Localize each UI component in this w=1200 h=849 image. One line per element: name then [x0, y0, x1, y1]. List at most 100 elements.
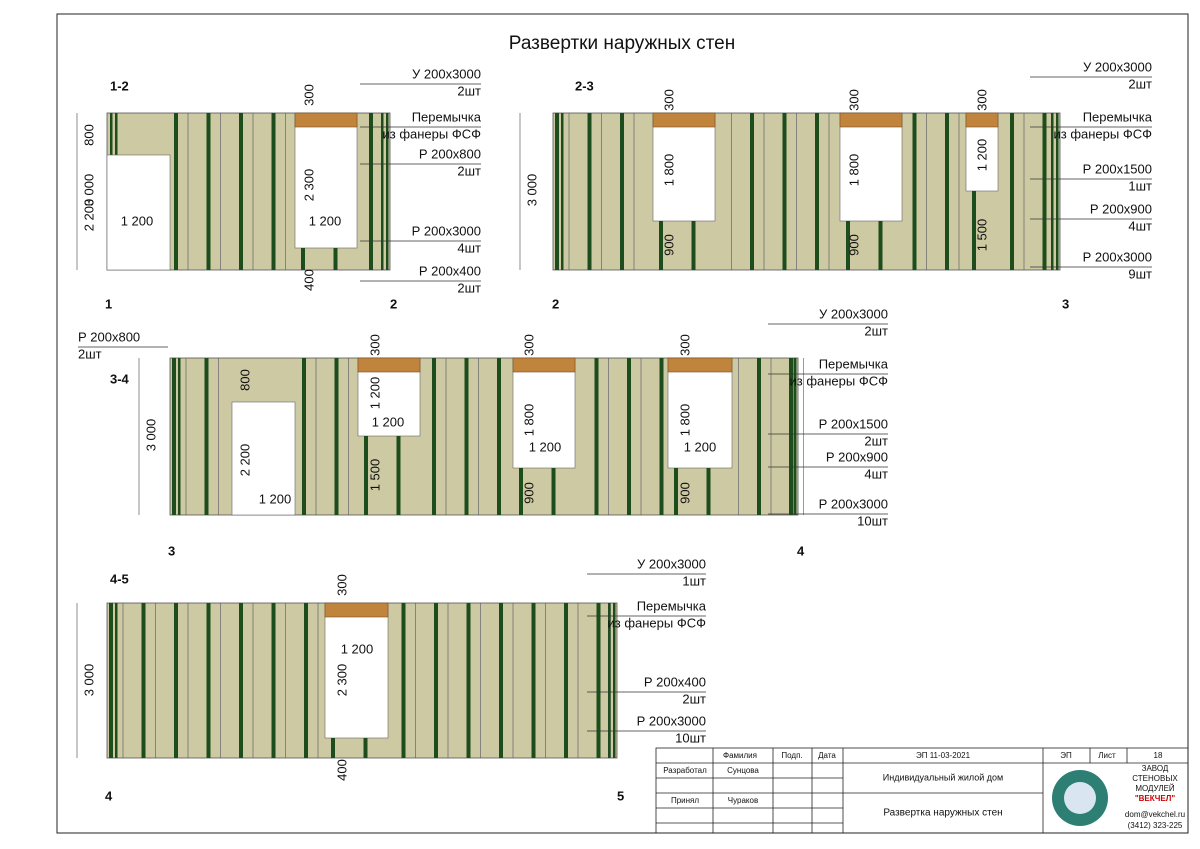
- frame: [56, 13, 1189, 834]
- wall: [106, 602, 618, 759]
- callout: 2шт: [457, 83, 481, 98]
- stud: [551, 468, 556, 515]
- callout: из фанеры ФСФ: [382, 126, 481, 141]
- dimension: 300: [661, 89, 676, 111]
- stud: [331, 738, 335, 758]
- stud: [334, 358, 339, 515]
- lintel: [357, 357, 421, 373]
- callout: Р 200х400: [419, 263, 481, 278]
- stamp-role: Разработал: [663, 766, 707, 775]
- stud: [301, 248, 305, 270]
- callout: 2шт: [457, 280, 481, 295]
- callout: У 200х3000: [637, 556, 706, 571]
- stud: [815, 113, 819, 270]
- callout: 10шт: [675, 730, 706, 745]
- callout: 2шт: [864, 433, 888, 448]
- opening: [294, 112, 358, 249]
- wall: [106, 112, 391, 271]
- stamp-header: ЭП 11-03-2021: [916, 751, 971, 760]
- dimension: 1 800: [846, 154, 861, 187]
- dimension: 300: [677, 334, 692, 356]
- callout: 2шт: [78, 346, 102, 361]
- opening: [652, 112, 716, 222]
- stud: [271, 113, 276, 270]
- stud: [333, 248, 338, 270]
- opening: [667, 357, 733, 469]
- dimension: 300: [301, 84, 316, 106]
- callout: 2шт: [682, 691, 706, 706]
- wall-name: 1-2: [110, 78, 129, 93]
- dimension: 3 000: [143, 419, 158, 452]
- callout: У 200х3000: [819, 306, 888, 321]
- dimension: 400: [301, 269, 316, 291]
- dimension: 1 200: [684, 439, 717, 454]
- stud: [206, 113, 211, 270]
- dimension: 2 200: [81, 199, 96, 232]
- stamp-person: Чураков: [728, 796, 758, 805]
- callout: из фанеры ФСФ: [607, 615, 706, 630]
- stud: [1042, 113, 1047, 270]
- end-stud: [1051, 113, 1054, 270]
- dimension: 1 500: [974, 219, 989, 252]
- axis-label: 2: [390, 296, 397, 311]
- end-stud: [789, 358, 792, 515]
- stamp-header: Лист: [1098, 751, 1116, 760]
- axis-label: 5: [617, 788, 624, 803]
- callout: из фанеры ФСФ: [1053, 126, 1152, 141]
- callout: У 200х3000: [412, 66, 481, 81]
- stud: [432, 358, 436, 515]
- axis-label: 3: [1062, 296, 1069, 311]
- dimension: 300: [521, 334, 536, 356]
- opening: [839, 112, 903, 222]
- dimension: 900: [846, 234, 861, 256]
- stud: [304, 603, 308, 758]
- dimension: 2 300: [301, 169, 316, 202]
- dimension: 1 200: [367, 377, 382, 410]
- company: ЗАВОД: [1142, 764, 1169, 773]
- stud: [396, 436, 401, 515]
- stud: [972, 191, 976, 270]
- stud: [141, 603, 146, 758]
- stud: [204, 358, 209, 515]
- stud: [271, 603, 276, 758]
- stud: [945, 113, 949, 270]
- callout: Р 200х3000: [819, 496, 888, 511]
- callout: 2шт: [457, 163, 481, 178]
- dimension: 1 200: [974, 139, 989, 172]
- stamp-header: 18: [1154, 751, 1163, 760]
- callout: Р 200х3000: [1083, 249, 1152, 264]
- stud: [174, 113, 178, 270]
- dimension: 1 200: [529, 439, 562, 454]
- callout: 4шт: [1128, 218, 1152, 233]
- stud: [587, 113, 592, 270]
- callout: Р 200х900: [826, 449, 888, 464]
- end-stud: [1056, 113, 1059, 270]
- end-stud: [173, 358, 176, 515]
- stud: [691, 221, 696, 270]
- end-stud: [608, 603, 611, 758]
- callout: 4шт: [457, 240, 481, 255]
- stud: [674, 468, 678, 515]
- stamp-header: Подп.: [781, 751, 802, 760]
- stud: [206, 603, 211, 758]
- email: dom@vekchel.ru: [1125, 810, 1185, 819]
- company: МОДУЛЕЙ: [1135, 784, 1175, 793]
- callout: 2шт: [1128, 76, 1152, 91]
- stud: [239, 603, 243, 758]
- stud: [706, 468, 711, 515]
- callout: 1шт: [682, 573, 706, 588]
- callout: 2шт: [864, 323, 888, 338]
- end-stud: [794, 358, 797, 515]
- stud: [434, 603, 438, 758]
- callout: 9шт: [1128, 266, 1152, 281]
- sheet-name: Развертка наружных стен: [883, 808, 1002, 819]
- callout: 4шт: [864, 466, 888, 481]
- callout: 1шт: [1128, 178, 1152, 193]
- callout: У 200х3000: [1083, 59, 1152, 74]
- axis-label: 1: [105, 296, 112, 311]
- callout: Перемычка: [637, 598, 707, 613]
- dimension: 800: [237, 369, 252, 391]
- block-border: [655, 747, 1189, 834]
- stamp-header: Дата: [818, 751, 836, 760]
- company: СТЕНОВЫХ: [1132, 774, 1178, 783]
